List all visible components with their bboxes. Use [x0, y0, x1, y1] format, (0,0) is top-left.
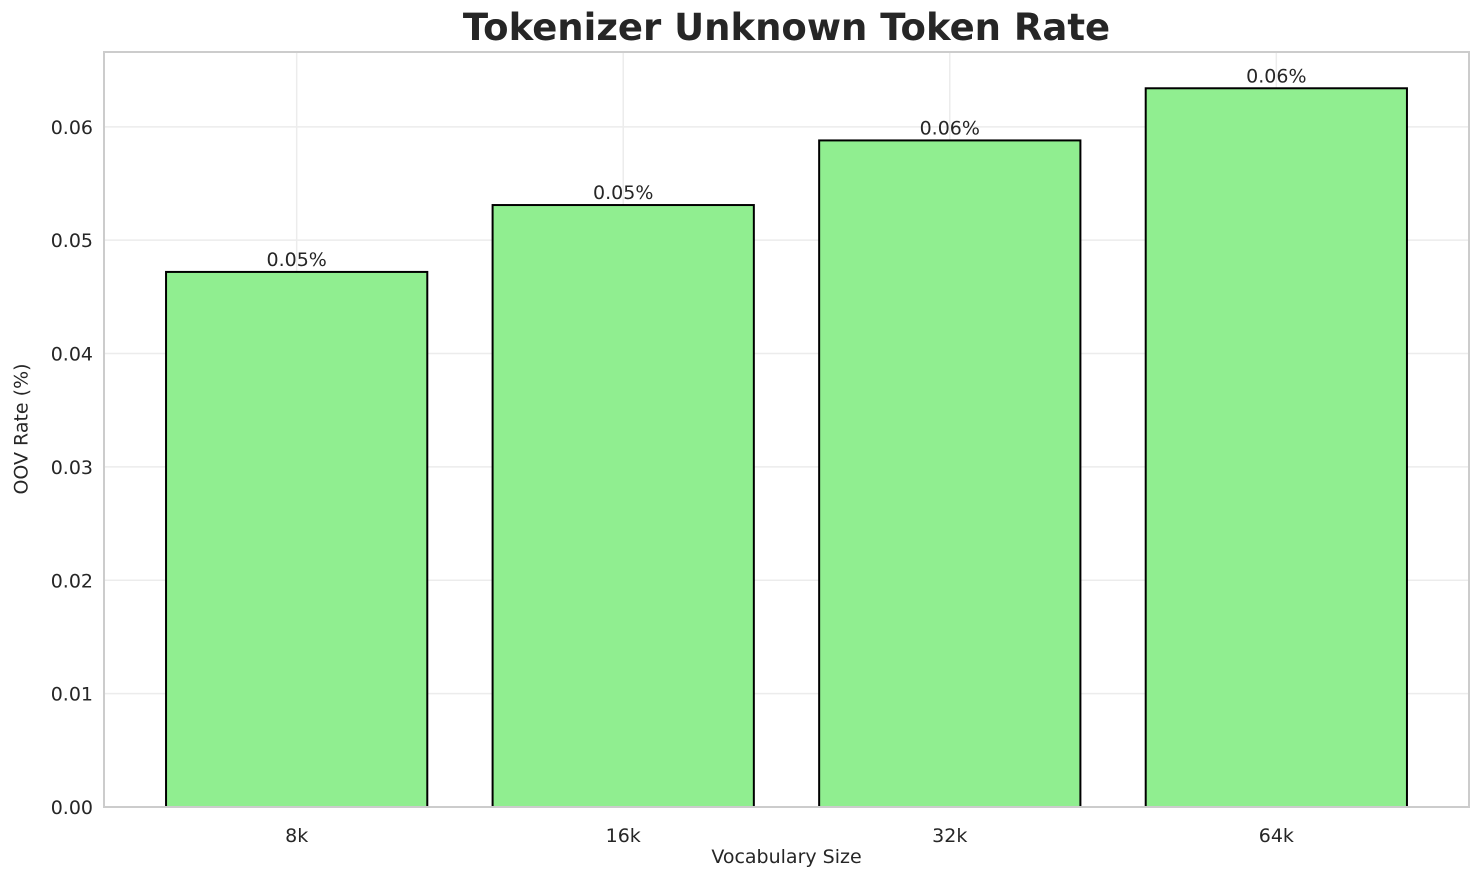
bar-32k: [818, 139, 1082, 809]
plot-border: [103, 51, 1470, 808]
y-tick-label-0.02: 0.02: [51, 570, 93, 592]
x-tick-label-8k: 8k: [285, 825, 308, 847]
y-tick-label-0.06: 0.06: [51, 117, 93, 139]
y-tick-label-0.04: 0.04: [51, 344, 93, 366]
y-tick-label-0.01: 0.01: [51, 684, 93, 706]
bar-16k: [491, 204, 755, 809]
bar-value-label-16k: 0.05%: [593, 182, 653, 204]
y-tick-label-0.05: 0.05: [51, 230, 93, 252]
bar-value-label-64k: 0.06%: [1246, 65, 1306, 87]
x-tick-label-64k: 64k: [1259, 825, 1294, 847]
bar-value-label-32k: 0.06%: [920, 117, 980, 139]
x-tick-label-32k: 32k: [932, 825, 967, 847]
bar-64k: [1144, 87, 1408, 808]
y-tick-label-0.00: 0.00: [51, 797, 93, 819]
y-tick-label-0.03: 0.03: [51, 457, 93, 479]
bar-8k: [165, 270, 429, 808]
bar-value-label-8k: 0.05%: [266, 249, 326, 271]
chart-title: Tokenizer Unknown Token Rate: [462, 6, 1111, 49]
x-tick-label-16k: 16k: [606, 825, 641, 847]
x-axis-label: Vocabulary Size: [711, 846, 862, 868]
